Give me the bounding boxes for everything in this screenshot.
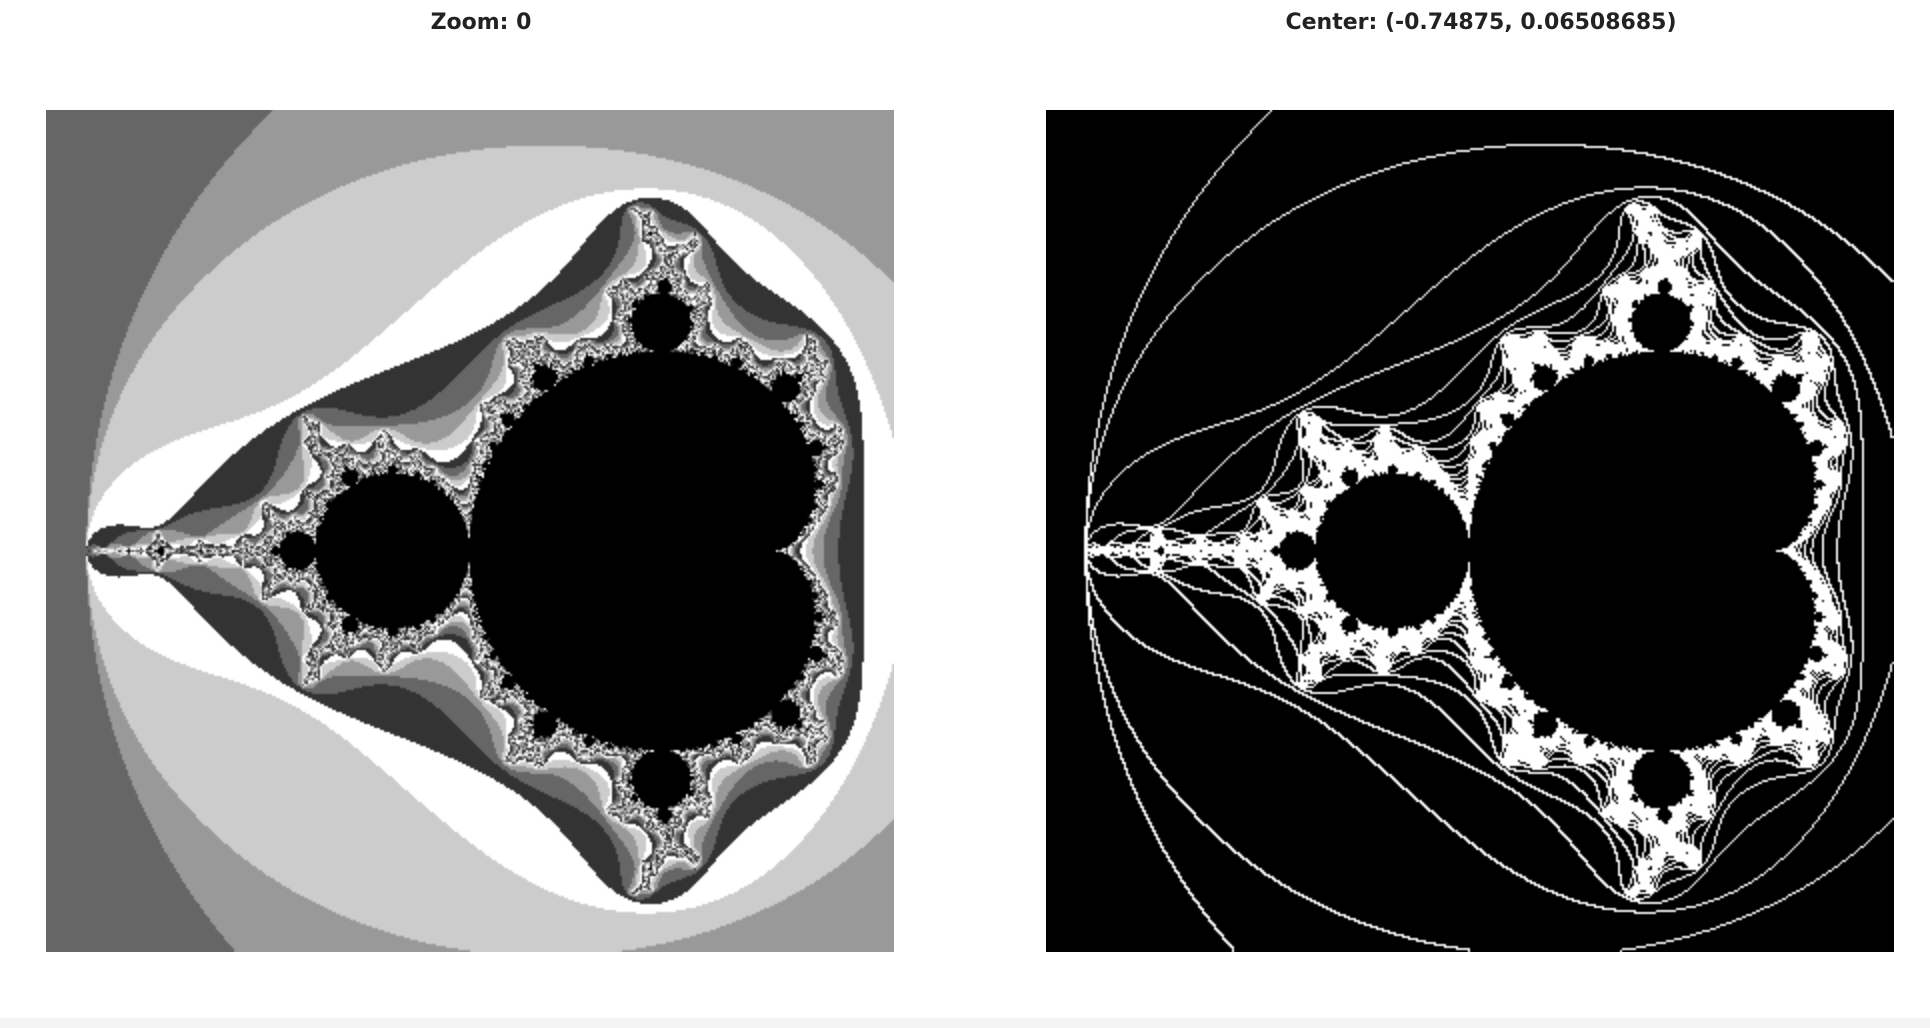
banded-fractal-view[interactable] [46,110,894,952]
footer-bar [0,1018,1930,1028]
header-row: Zoom: 0 Center: (-0.74875, 0.06508685) [0,0,1930,48]
zoom-label: Zoom: 0 [430,10,532,35]
contour-fractal-canvas[interactable] [1046,110,1894,952]
center-label: Center: (-0.74875, 0.06508685) [1285,10,1677,35]
contour-fractal-view[interactable] [1046,110,1894,952]
banded-fractal-canvas[interactable] [46,110,894,952]
